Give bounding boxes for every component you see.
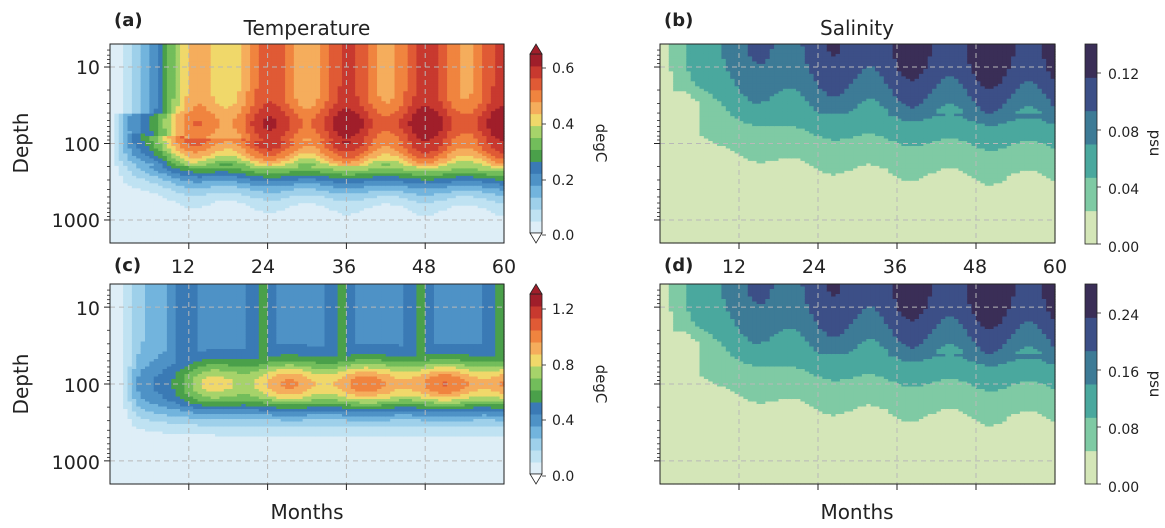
- figure: (a) Temperature (b) Salinity (c) (d) Dep…: [0, 0, 1165, 528]
